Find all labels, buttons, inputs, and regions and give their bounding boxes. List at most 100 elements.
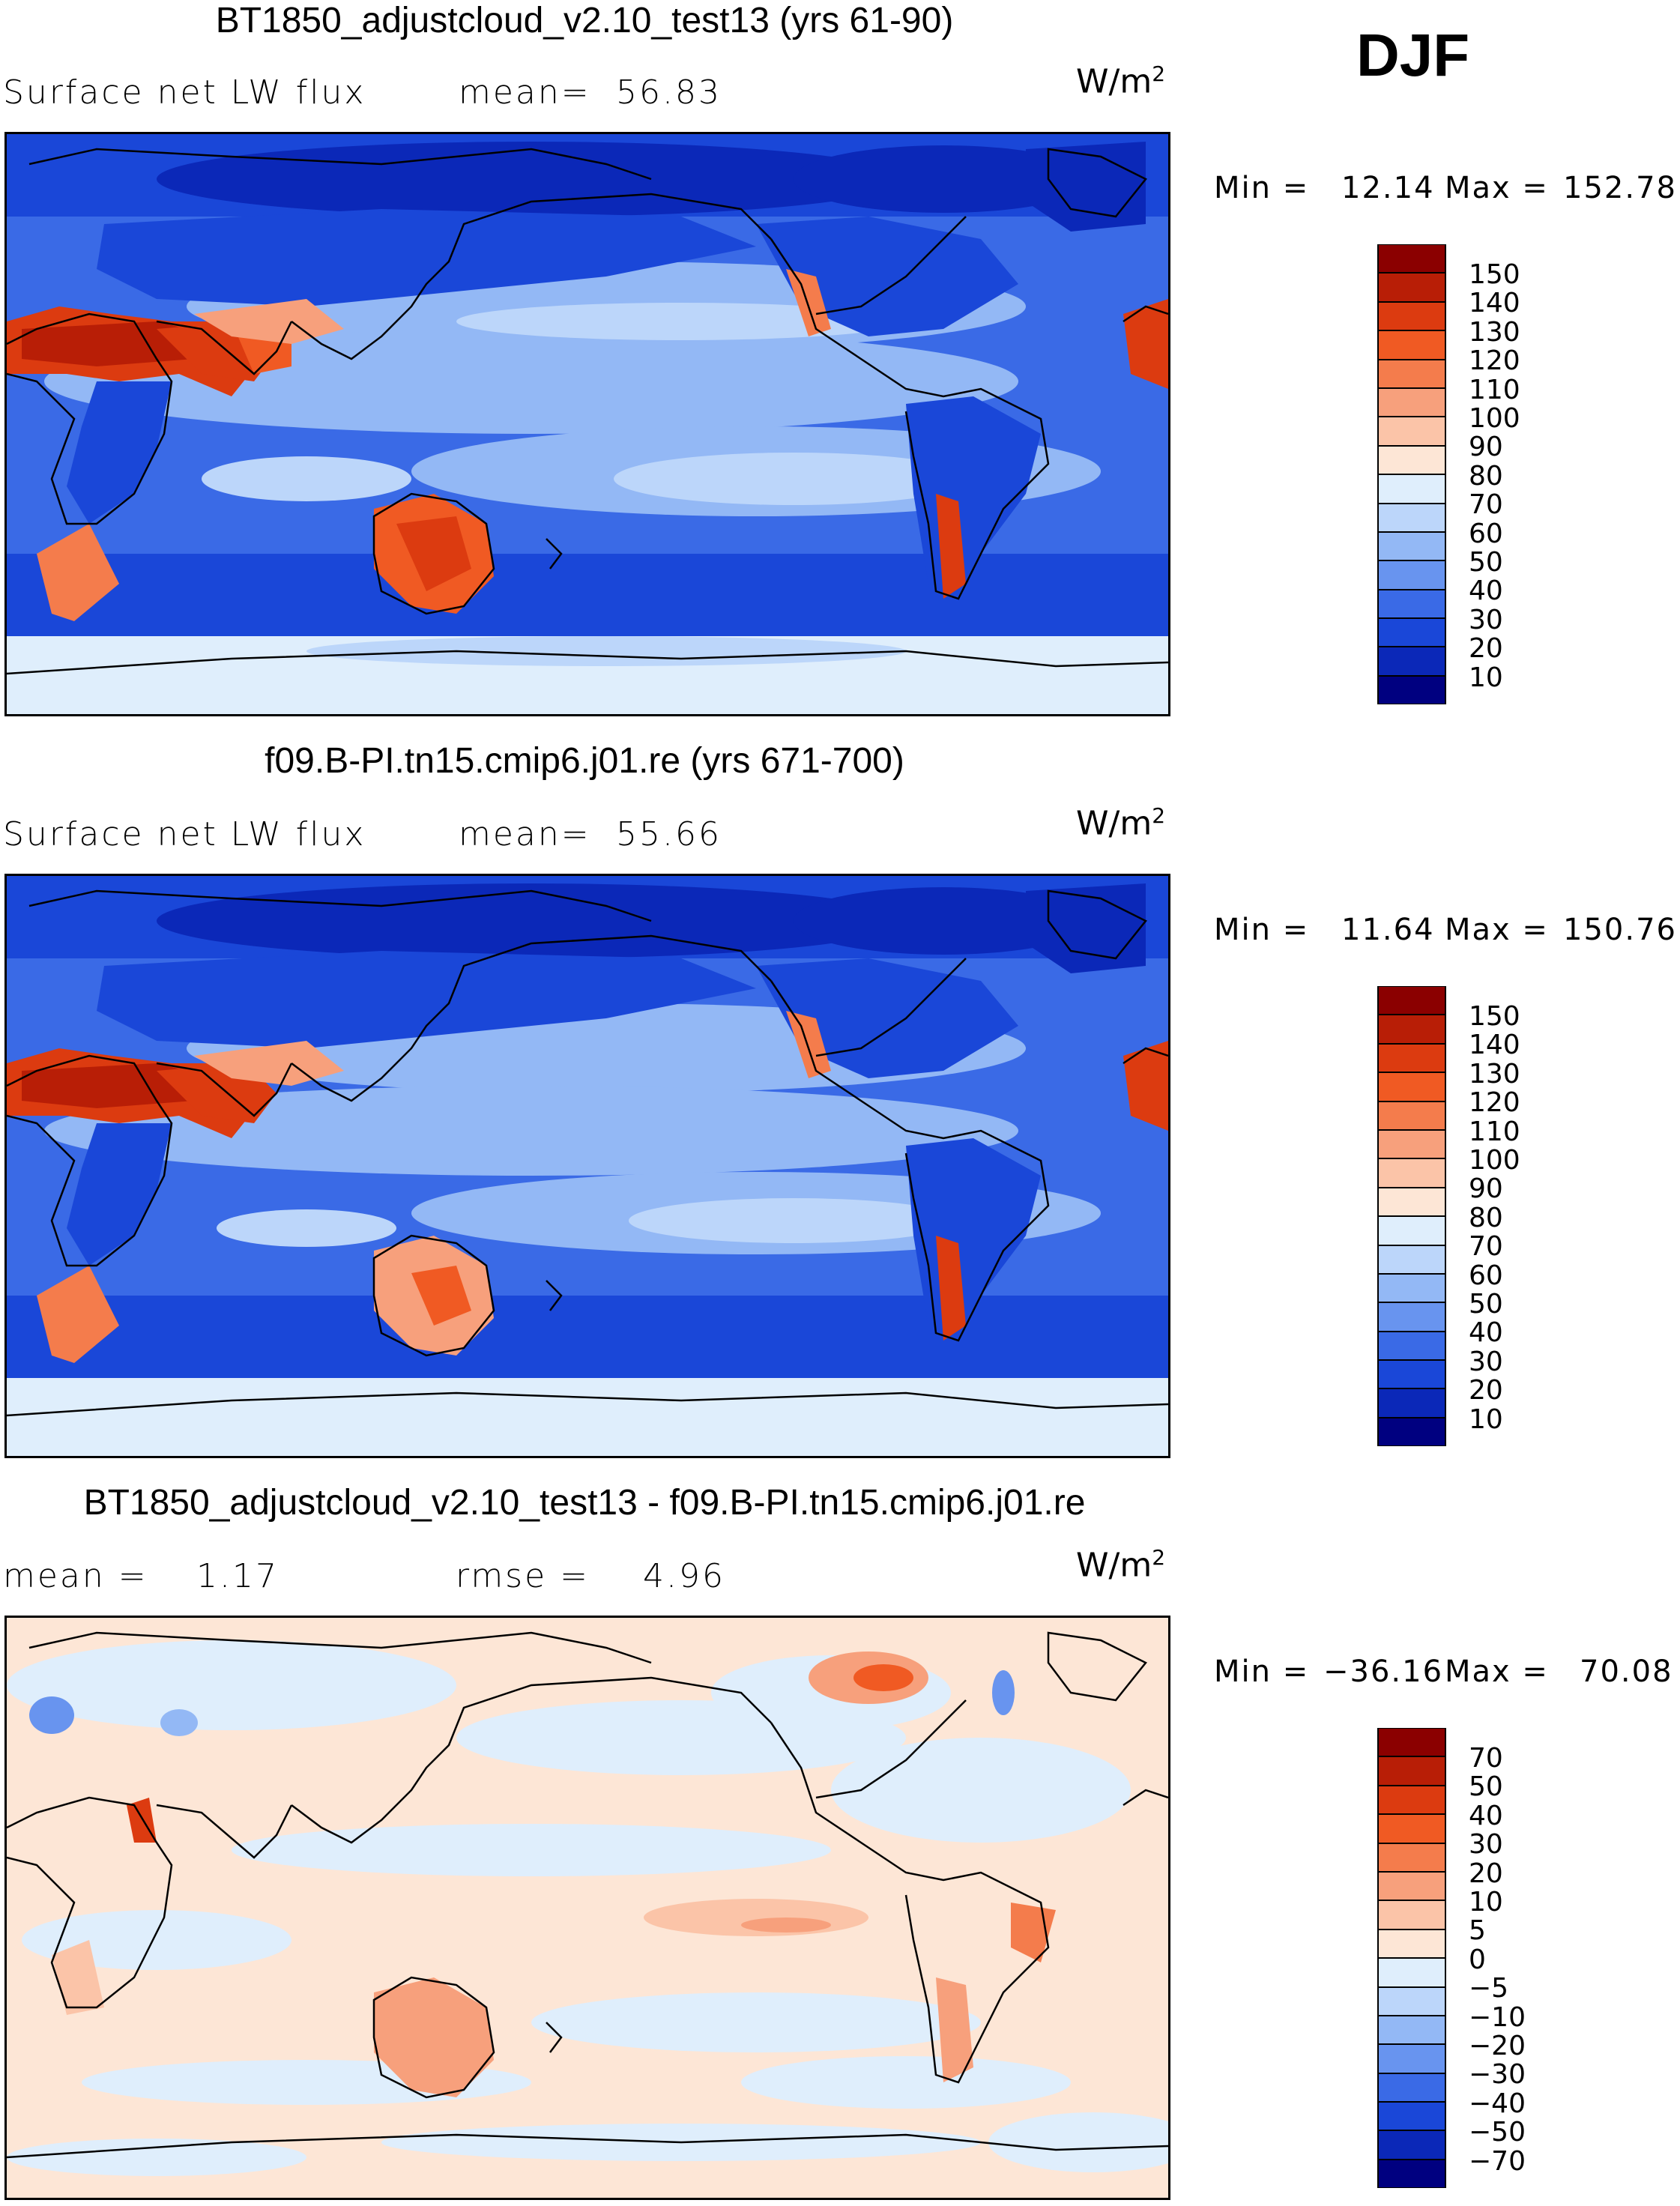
colorbar-tick-label: 140 [1469, 1030, 1520, 1061]
colorbar-swatch [1377, 531, 1446, 561]
colorbar-swatch [1377, 1043, 1446, 1073]
max-label: Max = [1445, 171, 1549, 205]
colorbar-swatch [1377, 675, 1446, 705]
colorbar-swatch [1377, 2015, 1446, 2045]
colorbar-swatch [1377, 589, 1446, 619]
colorbar-tick-label: −70 [1469, 2145, 1526, 2177]
colorbar-tick-label: 130 [1469, 316, 1520, 348]
colorbar-swatch [1377, 1785, 1446, 1815]
colorbar [1377, 244, 1446, 705]
colorbar-swatch [1377, 330, 1446, 360]
colorbar-swatch [1377, 1216, 1446, 1245]
colorbar-swatch [1377, 1129, 1446, 1159]
max-value: 150.76 [1563, 913, 1677, 947]
colorbar-swatch [1377, 2130, 1446, 2160]
colorbar-tick-label: 130 [1469, 1058, 1520, 1090]
colorbar-tick-label: 150 [1469, 1001, 1520, 1032]
map-field [7, 876, 1168, 1456]
colorbar-tick-label: 10 [1469, 1887, 1503, 1918]
colorbar-tick-label: 140 [1469, 288, 1520, 319]
map-plot [4, 874, 1170, 1458]
max-label: Max = [1445, 913, 1549, 947]
colorbar-tick-label: 50 [1469, 1771, 1503, 1803]
colorbar-swatch [1377, 1417, 1446, 1447]
season-label: DJF [1356, 22, 1470, 88]
colorbar-swatch [1377, 1728, 1446, 1757]
colorbar-swatch [1377, 1245, 1446, 1274]
colorbar-tick-label: 30 [1469, 1829, 1503, 1861]
colorbar-tick-label: 70 [1469, 1231, 1503, 1263]
min-label: Min = [1214, 171, 1310, 205]
colorbar-tick-label: 50 [1469, 1289, 1503, 1320]
min-label: Min = [1214, 1654, 1310, 1689]
colorbar-tick-label: 80 [1469, 1202, 1503, 1233]
colorbar-swatch [1377, 2159, 1446, 2189]
colorbar-swatch [1377, 1843, 1446, 1872]
colorbar-tick-label: 70 [1469, 1743, 1503, 1774]
colorbar-swatch [1377, 417, 1446, 446]
colorbar-swatch [1377, 1388, 1446, 1418]
colorbar-swatch [1377, 1331, 1446, 1361]
colorbar-swatch [1377, 359, 1446, 388]
colorbar-tick-label: 20 [1469, 1375, 1503, 1406]
rmse-value: 4.96 [643, 1557, 725, 1595]
variable-label: Surface net LW flux [3, 815, 366, 853]
colorbar-swatch [1377, 647, 1446, 676]
colorbar-tick-label: 40 [1469, 1800, 1503, 1831]
colorbar-tick-label: −50 [1469, 2117, 1526, 2148]
colorbar-swatch [1377, 1900, 1446, 1930]
colorbar-swatch [1377, 1158, 1446, 1188]
max-value: 152.78 [1563, 171, 1677, 205]
units-label: W/m2 [1076, 1545, 1166, 1585]
colorbar-tick-label: 30 [1469, 604, 1503, 635]
map-field [7, 1618, 1168, 2198]
mean-label: mean= [459, 815, 591, 853]
colorbar-tick-label: 20 [1469, 633, 1503, 665]
max-value: 70.08 [1580, 1654, 1673, 1689]
min-value: 12.14 [1341, 171, 1435, 205]
colorbar-tick-label: 40 [1469, 1317, 1503, 1349]
mean-label: mean = [3, 1557, 148, 1595]
mean-value: 55.66 [616, 815, 722, 853]
colorbar-swatch [1377, 1302, 1446, 1332]
colorbar-swatch [1377, 1814, 1446, 1843]
colorbar-swatch [1377, 387, 1446, 417]
variable-label: Surface net LW flux [3, 73, 366, 112]
colorbar-tick-label: 80 [1469, 460, 1503, 492]
colorbar-tick-label: −30 [1469, 2059, 1526, 2091]
colorbar-swatch [1377, 1871, 1446, 1901]
colorbar-tick-label: 100 [1469, 403, 1520, 434]
colorbar-tick-label: 90 [1469, 432, 1503, 463]
colorbar-swatch [1377, 503, 1446, 532]
min-label: Min = [1214, 913, 1310, 947]
mean-value: 56.83 [616, 73, 722, 112]
colorbar-swatch [1377, 2044, 1446, 2073]
colorbar-swatch [1377, 2102, 1446, 2131]
colorbar-swatch [1377, 1929, 1446, 1959]
colorbar-swatch [1377, 1072, 1446, 1102]
colorbar-swatch [1377, 560, 1446, 590]
colorbar-swatch [1377, 1273, 1446, 1303]
colorbar-swatch [1377, 1187, 1446, 1217]
map-plot [4, 1616, 1170, 2200]
colorbar-tick-label: 0 [1469, 1944, 1486, 1975]
colorbar-swatch [1377, 2073, 1446, 2103]
colorbar-tick-label: 110 [1469, 374, 1520, 405]
colorbar-swatch [1377, 1360, 1446, 1389]
colorbar-swatch [1377, 986, 1446, 1015]
colorbar-tick-label: 60 [1469, 1260, 1503, 1291]
colorbar-tick-label: 40 [1469, 575, 1503, 607]
colorbar-tick-label: 150 [1469, 259, 1520, 290]
max-label: Max = [1445, 1654, 1549, 1689]
colorbar [1377, 986, 1446, 1447]
colorbar-swatch [1377, 1015, 1446, 1044]
colorbar-tick-label: 60 [1469, 518, 1503, 549]
colorbar-swatch [1377, 244, 1446, 274]
colorbar-swatch [1377, 618, 1446, 647]
colorbar-tick-label: 120 [1469, 345, 1520, 377]
min-value: −36.16 [1323, 1654, 1444, 1689]
colorbar-tick-label: −10 [1469, 2001, 1526, 2033]
mean-label: mean= [459, 73, 591, 112]
colorbar-tick-label: −5 [1469, 1973, 1509, 2004]
rmse-label: rmse = [456, 1557, 590, 1595]
